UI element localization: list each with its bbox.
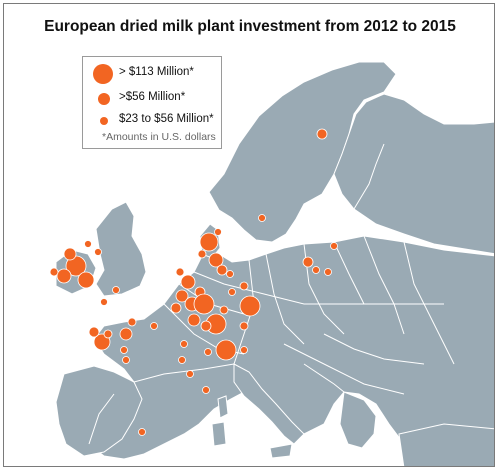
plant-marker xyxy=(228,288,236,296)
legend-label: >$56 Million* xyxy=(119,91,186,103)
plant-marker xyxy=(84,240,92,248)
sardinia-land xyxy=(211,421,227,447)
plant-marker xyxy=(56,268,72,284)
plant-marker xyxy=(175,267,185,277)
plant-marker xyxy=(239,281,249,291)
iberia-land xyxy=(55,365,143,457)
plant-marker xyxy=(214,228,222,236)
plant-marker xyxy=(204,348,212,356)
plant-marker xyxy=(138,428,146,436)
plant-marker xyxy=(258,214,266,222)
plant-marker xyxy=(239,321,249,331)
britain-land xyxy=(95,201,147,297)
finland-land xyxy=(333,93,494,255)
plant-marker xyxy=(77,271,95,289)
plant-marker xyxy=(122,356,130,364)
europe-map xyxy=(49,61,494,466)
plant-marker xyxy=(330,242,338,250)
plant-marker xyxy=(180,274,196,290)
plant-marker xyxy=(202,386,210,394)
plant-marker xyxy=(193,293,215,315)
small-marker-icon xyxy=(100,117,108,125)
plant-marker xyxy=(175,289,189,303)
plant-marker xyxy=(197,249,207,259)
plant-marker xyxy=(208,252,224,268)
plant-marker xyxy=(186,370,194,378)
plant-marker xyxy=(302,256,314,268)
plant-marker xyxy=(93,333,111,351)
plant-marker xyxy=(240,346,248,354)
plant-marker xyxy=(119,327,133,341)
plant-marker xyxy=(112,286,120,294)
turkey-land xyxy=(398,423,494,466)
map-title: European dried milk plant investment fro… xyxy=(44,18,456,35)
plant-marker xyxy=(94,248,102,256)
plant-marker xyxy=(226,270,234,278)
legend: > $113 Million* >$56 Million* $23 to $56… xyxy=(82,56,222,149)
plant-marker xyxy=(219,305,229,315)
plant-marker xyxy=(170,302,182,314)
italy-land xyxy=(233,363,305,445)
plant-marker xyxy=(88,326,100,338)
plant-marker xyxy=(127,317,137,327)
plant-marker xyxy=(100,298,108,306)
plant-marker xyxy=(215,339,237,361)
plant-marker xyxy=(199,232,219,252)
map-frame: European dried milk plant investment fro… xyxy=(3,3,495,467)
plant-marker xyxy=(178,356,186,364)
plant-marker xyxy=(180,340,188,348)
plant-marker xyxy=(200,320,212,332)
plant-marker xyxy=(239,295,261,317)
sicily-land xyxy=(269,443,293,459)
plant-marker xyxy=(120,346,128,354)
plant-marker xyxy=(150,322,158,330)
plant-marker xyxy=(316,128,328,140)
medium-marker-icon xyxy=(98,93,110,105)
plant-marker xyxy=(187,313,201,327)
legend-label: $23 to $56 Million* xyxy=(119,113,214,125)
plant-marker xyxy=(103,329,113,339)
scandinavia-land xyxy=(208,61,397,243)
large-marker-icon xyxy=(93,64,113,84)
legend-label: > $113 Million* xyxy=(119,66,194,78)
greece-land xyxy=(339,391,377,449)
plant-marker xyxy=(312,266,320,274)
plant-marker xyxy=(63,247,77,261)
plant-marker xyxy=(49,267,59,277)
plant-marker xyxy=(216,264,228,276)
corsica-land xyxy=(217,395,229,419)
legend-note: *Amounts in U.S. dollars xyxy=(102,131,216,143)
plant-marker xyxy=(324,268,332,276)
